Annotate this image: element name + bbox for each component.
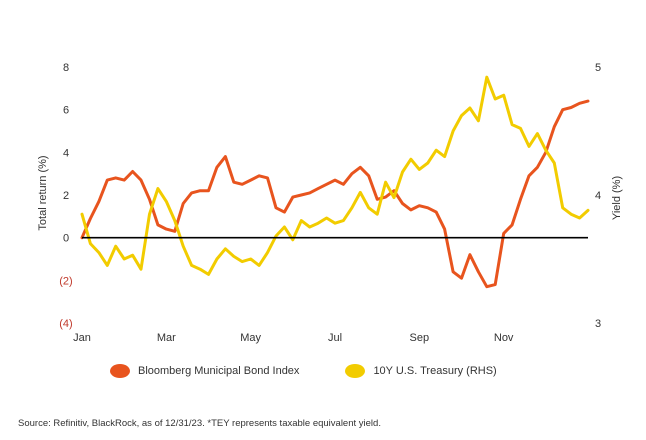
legend-item-treasury: 10Y U.S. Treasury (RHS) [345,364,497,378]
x-tick-label: May [240,332,261,344]
right-tick-label: 5 [595,62,601,74]
series-line-treasury [80,75,590,276]
left-tick-label: 0 [63,233,69,245]
left-tick-label: (4) [59,318,72,330]
right-tick-label: 3 [595,318,601,330]
series-layer [80,75,590,289]
series-line-muni [80,99,590,289]
left-tick-label: (2) [59,275,72,287]
legend-item-muni: Bloomberg Municipal Bond Index [110,364,299,378]
left-tick-label: 6 [63,105,69,117]
source-note: Source: Refinitiv, BlackRock, as of 12/3… [18,418,381,429]
left-axis-title: Total return (%) [37,155,49,230]
legend: Bloomberg Municipal Bond Index 10Y U.S. … [110,364,497,378]
left-tick-label: 4 [63,147,69,159]
x-tick-label: Sep [410,332,430,344]
x-tick-label: Jan [73,332,91,344]
x-tick-label: Nov [494,332,514,344]
left-tick-label: 2 [63,190,69,202]
x-axis-ticks: Jan Mar May Jul Sep Nov [73,332,514,344]
legend-swatch-muni [110,364,130,378]
legend-swatch-treasury [345,364,366,378]
left-axis-ticks: 8 6 4 2 0 (2) (4) [59,62,72,330]
legend-label-muni: Bloomberg Municipal Bond Index [138,365,300,377]
right-axis-title: Yield (%) [611,176,623,220]
right-tick-label: 4 [595,190,601,202]
legend-label-treasury: 10Y U.S. Treasury (RHS) [373,365,497,377]
left-tick-label: 8 [63,62,69,74]
right-axis-ticks: 5 4 3 [595,62,601,330]
x-tick-label: Jul [328,332,342,344]
x-tick-label: Mar [157,332,176,344]
